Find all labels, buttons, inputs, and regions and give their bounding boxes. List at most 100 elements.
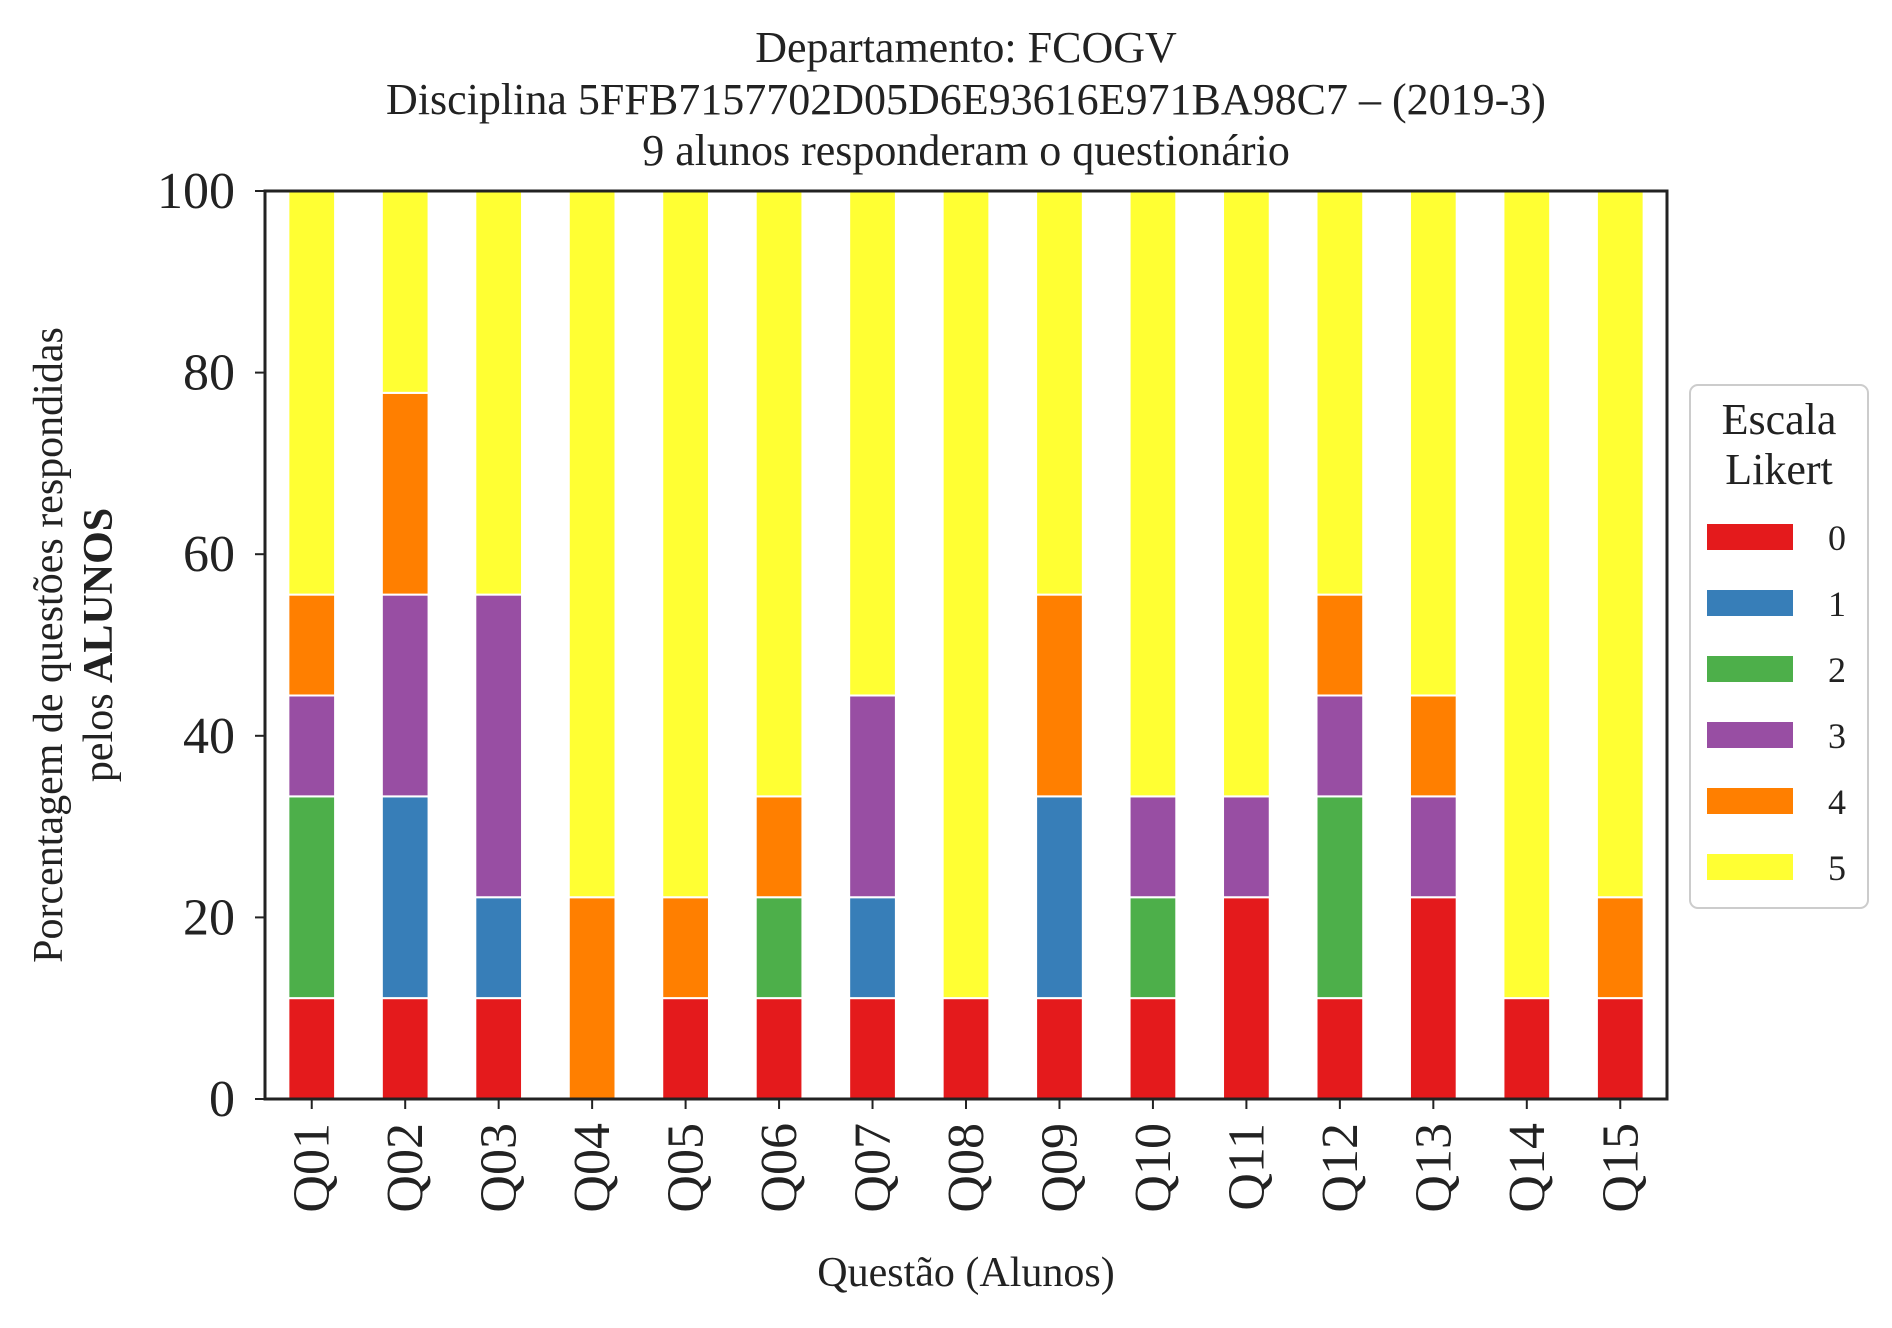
bar-Q05-level-4 — [661, 896, 710, 1000]
x-axis-ticks: Q01 Q02 Q03 Q04 Q05 Q06 Q07 Q08 Q09 Q10 Q11 Q12 Q13 Q… — [284, 1099, 1649, 1213]
title-line-3: 9 alunos responderam o questionário — [642, 126, 1290, 175]
legend-swatch-5 — [1707, 854, 1793, 880]
legend-swatch-2 — [1707, 656, 1793, 682]
bar-Q15-level-4 — [1595, 896, 1645, 1000]
bar-Q03-level-0 — [474, 997, 524, 1101]
y-axis-ticks: 0 20 40 60 80 100 — [157, 163, 265, 1128]
bar-Q13-level-3 — [1408, 795, 1458, 899]
y-axis-label-line-1: Porcentagem de questões respondidas — [26, 327, 72, 963]
bar-Q12-level-2 — [1315, 795, 1365, 1000]
bar-Q13-level-0 — [1408, 896, 1458, 1100]
x-tick-label: Q01 — [284, 1123, 341, 1213]
bar-Q09-level-0 — [1035, 997, 1084, 1101]
bar-Q07-level-5 — [848, 190, 897, 697]
bar-Q04-level-5 — [567, 190, 617, 899]
bar-Q02-level-0 — [380, 997, 430, 1101]
title-line-1: Departamento: FCOGV — [755, 23, 1177, 72]
legend-swatch-3 — [1707, 722, 1793, 748]
bar-Q02-level-4 — [380, 391, 430, 596]
x-tick-label: Q12 — [1312, 1123, 1369, 1213]
x-tick-label: Q02 — [377, 1123, 434, 1213]
legend-label-2: 2 — [1828, 650, 1846, 690]
bar-Q15-level-0 — [1595, 997, 1645, 1101]
bar-Q06-level-2 — [754, 896, 804, 1000]
bar-Q09-level-5 — [1035, 190, 1084, 596]
legend: Escala Likert 0 1 2 3 4 5 — [1689, 384, 1869, 909]
bar-Q04-level-4 — [567, 896, 617, 1100]
x-tick-label: Q08 — [938, 1123, 995, 1213]
x-tick-label: Q13 — [1405, 1123, 1462, 1213]
x-tick-label: Q09 — [1031, 1123, 1088, 1213]
bar-Q03-level-5 — [474, 190, 524, 596]
bar-Q12-level-5 — [1315, 190, 1365, 596]
legend-title-line-2: Likert — [1725, 445, 1833, 494]
x-tick-label: Q10 — [1125, 1123, 1182, 1213]
bar-Q08-level-0 — [941, 997, 991, 1101]
x-tick-label: Q15 — [1592, 1123, 1649, 1213]
bars-group — [287, 190, 1645, 1101]
bar-Q14-level-5 — [1502, 190, 1552, 1000]
bar-Q09-level-4 — [1035, 593, 1084, 798]
y-axis-label-bold: ALUNOS — [76, 508, 122, 683]
bar-Q02-level-1 — [380, 795, 430, 1000]
bar-Q03-level-3 — [474, 593, 524, 899]
bar-Q06-level-5 — [754, 190, 804, 798]
bar-Q11-level-3 — [1222, 795, 1271, 899]
legend-swatch-0 — [1707, 524, 1793, 550]
legend-title-line-1: Escala — [1722, 395, 1837, 444]
title-line-2: Disciplina 5FFB7157702D05D6E93616E971BA9… — [386, 75, 1546, 124]
bar-Q03-level-1 — [474, 896, 524, 1000]
bar-Q13-level-5 — [1408, 190, 1458, 697]
y-axis-label-prefix: pelos — [76, 683, 122, 782]
bar-Q10-level-0 — [1128, 997, 1178, 1101]
legend-swatch-4 — [1707, 788, 1793, 814]
legend-items: 0 1 2 3 4 5 — [1707, 518, 1846, 888]
bar-Q10-level-5 — [1128, 190, 1178, 798]
y-axis-label: Porcentagem de questões respondidas pelo… — [26, 327, 122, 963]
chart-title: Departamento: FCOGV Disciplina 5FFB71577… — [386, 23, 1546, 175]
bar-Q10-level-2 — [1128, 896, 1178, 1000]
bar-Q11-level-0 — [1222, 896, 1271, 1100]
bar-Q12-level-0 — [1315, 997, 1365, 1101]
x-tick-label: Q14 — [1499, 1123, 1556, 1213]
y-tick-label: 0 — [209, 1071, 235, 1128]
bar-Q01-level-3 — [287, 694, 337, 798]
x-axis-label: Questão (Alunos) — [817, 1250, 1114, 1296]
bar-Q01-level-4 — [287, 593, 337, 697]
legend-frame — [1689, 384, 1869, 909]
bar-Q07-level-0 — [848, 997, 897, 1101]
x-tick-label: Q06 — [751, 1123, 808, 1213]
y-tick-label: 100 — [157, 163, 235, 220]
bar-Q07-level-3 — [848, 694, 897, 899]
bar-Q08-level-5 — [941, 190, 991, 1000]
bar-Q01-level-2 — [287, 795, 337, 1000]
bar-Q01-level-0 — [287, 997, 337, 1101]
bar-Q07-level-1 — [848, 896, 897, 1000]
x-tick-label: Q03 — [471, 1123, 528, 1213]
bar-Q09-level-1 — [1035, 795, 1084, 1000]
legend-swatch-1 — [1707, 590, 1793, 616]
bar-Q01-level-5 — [287, 190, 337, 596]
bar-Q15-level-5 — [1595, 190, 1645, 899]
legend-label-1: 1 — [1828, 584, 1846, 624]
x-tick-label: Q05 — [658, 1123, 715, 1213]
legend-label-3: 3 — [1828, 716, 1846, 756]
y-tick-label: 40 — [183, 708, 235, 765]
legend-label-5: 5 — [1828, 848, 1846, 888]
bar-Q05-level-5 — [661, 190, 710, 899]
y-tick-label: 20 — [183, 889, 235, 946]
legend-label-0: 0 — [1828, 518, 1846, 558]
bar-Q02-level-5 — [380, 190, 430, 394]
bar-Q14-level-0 — [1502, 997, 1552, 1101]
bar-Q12-level-4 — [1315, 593, 1365, 697]
x-tick-label: Q07 — [845, 1123, 902, 1213]
bar-Q06-level-4 — [754, 795, 804, 899]
bar-Q05-level-0 — [661, 997, 710, 1101]
x-tick-label: Q11 — [1218, 1123, 1275, 1211]
bar-Q13-level-4 — [1408, 694, 1458, 798]
bar-Q11-level-5 — [1222, 190, 1271, 798]
bar-Q02-level-3 — [380, 593, 430, 798]
bar-Q06-level-0 — [754, 997, 804, 1101]
